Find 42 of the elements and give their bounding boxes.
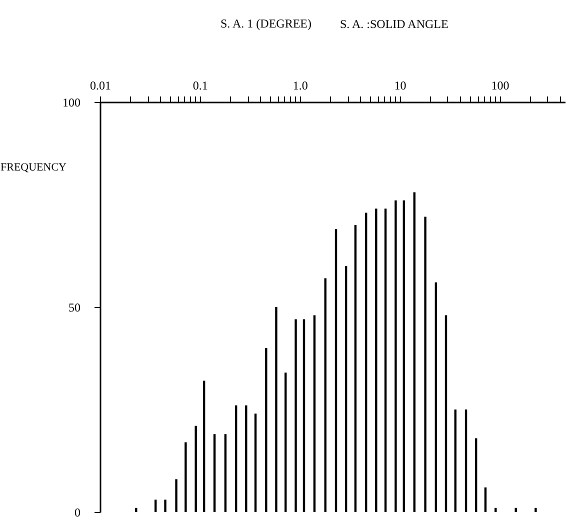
y-tick-label: 100 bbox=[62, 96, 80, 110]
bar bbox=[265, 348, 268, 512]
bar bbox=[275, 307, 278, 512]
bar bbox=[254, 414, 257, 512]
y-tick-label: 50 bbox=[68, 300, 80, 314]
bar bbox=[184, 442, 187, 512]
bar bbox=[154, 500, 157, 512]
bar bbox=[334, 229, 338, 512]
bar bbox=[484, 487, 487, 512]
bar bbox=[413, 192, 416, 512]
bar bbox=[194, 426, 197, 512]
bar bbox=[464, 410, 468, 512]
y-tick-label: 0 bbox=[74, 506, 80, 520]
bar bbox=[224, 434, 227, 512]
bar bbox=[164, 500, 166, 512]
bar bbox=[313, 315, 316, 512]
bar bbox=[444, 315, 448, 512]
x-tick-label: 0.01 bbox=[90, 78, 111, 92]
bar bbox=[245, 405, 248, 512]
bar bbox=[364, 212, 368, 512]
x-tick-label: 10 bbox=[394, 78, 406, 92]
bar bbox=[213, 434, 216, 512]
bar bbox=[344, 266, 348, 512]
y-axis-title: FREQUENCY bbox=[0, 162, 67, 174]
bar bbox=[394, 200, 397, 512]
bar bbox=[354, 225, 357, 512]
x-tick-label: 100 bbox=[491, 78, 510, 92]
bar bbox=[324, 278, 326, 512]
text: S. A. :SOLID ANGLE bbox=[340, 17, 448, 31]
bar bbox=[454, 410, 456, 512]
bar bbox=[424, 216, 426, 512]
bar bbox=[384, 208, 387, 512]
bar bbox=[294, 319, 297, 512]
x-axis-title: S. A. 1 (DEGREE) bbox=[220, 16, 312, 30]
bar bbox=[284, 372, 287, 512]
x-tick-label: 1.0 bbox=[292, 78, 308, 92]
bar bbox=[434, 282, 438, 512]
bar bbox=[375, 208, 378, 512]
bar bbox=[234, 405, 238, 512]
bar bbox=[175, 479, 178, 512]
bar bbox=[474, 438, 478, 512]
x-tick-label: 0.1 bbox=[192, 78, 208, 92]
